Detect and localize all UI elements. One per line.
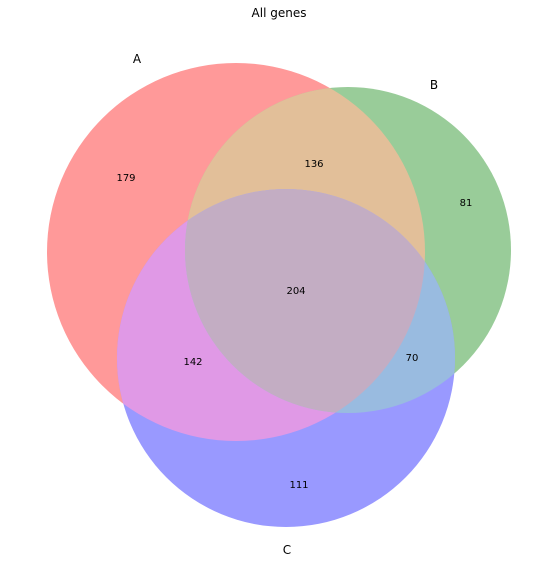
region-ac-count: 142 xyxy=(183,357,202,368)
region-a-only-count: 179 xyxy=(116,173,135,184)
region-bc-count: 70 xyxy=(406,353,419,364)
region-c-only-count: 111 xyxy=(289,480,308,491)
region-abc-count: 204 xyxy=(286,286,305,297)
chart-title: All genes xyxy=(252,6,307,20)
region-b-only-count: 81 xyxy=(460,198,473,209)
region-abc xyxy=(185,189,425,413)
region-ab-count: 136 xyxy=(304,159,323,170)
set-b-label: B xyxy=(430,78,438,92)
set-c-label: C xyxy=(283,543,291,557)
set-a-label: A xyxy=(133,52,142,66)
